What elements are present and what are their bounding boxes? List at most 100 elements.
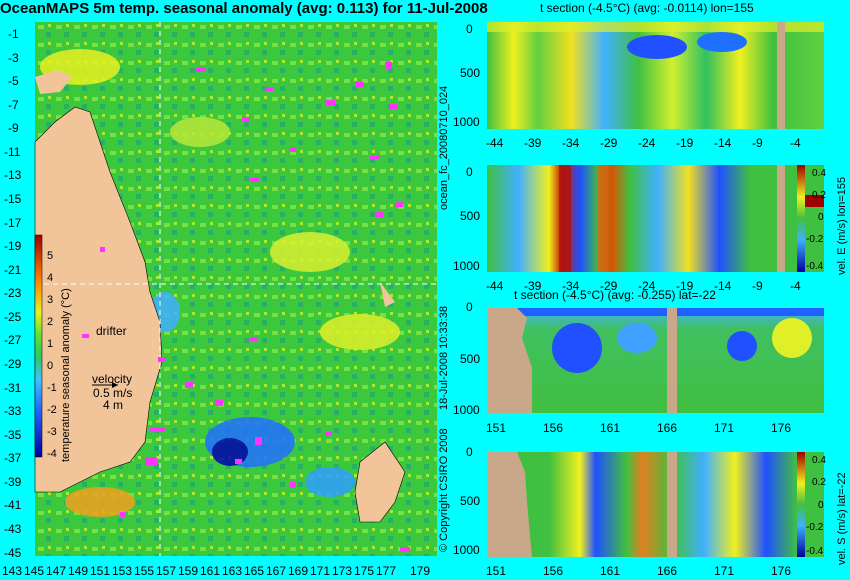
colorbar-tick: 4 (47, 272, 54, 284)
p2-ytick: 0 (466, 165, 473, 179)
p1-ytick: 1000 (453, 115, 480, 129)
p4-xtick: 151 (486, 564, 507, 578)
colorbar-tick: -4 (47, 448, 57, 460)
lat-label: -5 (8, 74, 19, 88)
p2-cbtick: 0.4 (812, 168, 826, 179)
map-panel: -1 -3 -5 -7 -9 -11 -13 -15 -17 -19 -21 -… (0, 22, 450, 562)
panel1-plot (487, 22, 824, 129)
lat-label: -33 (4, 404, 22, 418)
file-label: ocean_fc_20080710_024 (438, 85, 450, 210)
lon-label: 179 (410, 564, 431, 578)
map-canvas (34, 22, 437, 556)
p1-xtick: -24 (638, 136, 656, 150)
p1-xtick: -34 (562, 136, 580, 150)
lat-label: -35 (4, 428, 22, 442)
lon-label: 155 (134, 564, 155, 578)
panel4-colorbar (797, 452, 824, 557)
velocity-value: 0.5 m/s (93, 386, 133, 400)
velocity-arrow-head (112, 382, 118, 388)
p4-xtick: 176 (771, 564, 792, 578)
p2-xtick: -4 (790, 279, 801, 293)
lon-label: 157 (156, 564, 177, 578)
p4-xtick: 156 (543, 564, 564, 578)
p3-xtick: 161 (600, 421, 621, 435)
copyright-label: © Copyright CSIRO 2008 (438, 428, 450, 552)
velocity-label: velocity (92, 372, 133, 386)
colorbar-tick: 5 (47, 250, 54, 262)
lat-label: -21 (4, 263, 22, 277)
lon-label: 145 (24, 564, 45, 578)
p1-xtick: -29 (600, 136, 618, 150)
lat-label: -13 (4, 168, 22, 182)
timestamp-label: 18-Jul-2008 10:33:38 (438, 306, 450, 410)
panel2-colorbar (797, 165, 824, 272)
panel2-plot (487, 165, 797, 272)
lat-label: -17 (4, 216, 22, 230)
panel3-title: t section (-4.5°C) (avg: -0.255) lat=-22 (514, 288, 716, 302)
panel1-title: t section (-4.5°C) (avg: -0.0114) lon=15… (540, 1, 754, 15)
p2-xtick: -19 (676, 279, 694, 293)
lat-label: -1 (8, 27, 19, 41)
colorbar-tick: 3 (47, 294, 54, 306)
lon-label: 151 (90, 564, 111, 578)
p4-cbtick: -0.4 (806, 546, 824, 557)
lat-label: -3 (8, 51, 19, 65)
lon-label: 177 (376, 564, 397, 578)
p1-xtick: -39 (524, 136, 542, 150)
p4-xtick: 171 (714, 564, 735, 578)
p1-xtick: -9 (752, 136, 763, 150)
p1-xtick: -19 (676, 136, 694, 150)
p3-xtick: 156 (543, 421, 564, 435)
p4-cbtick: -0.2 (806, 522, 824, 533)
map-colorbar (34, 234, 43, 458)
p2-xtick: -14 (714, 279, 732, 293)
lon-label: 159 (178, 564, 199, 578)
map-title: OceanMAPS 5m temp. seasonal anomaly (avg… (0, 0, 488, 17)
p2-xtick: -29 (600, 279, 618, 293)
lat-label: -9 (8, 121, 19, 135)
p2-cbtick: -0.2 (806, 234, 824, 245)
lat-label: -43 (4, 522, 22, 536)
lat-label: -25 (4, 310, 22, 324)
p3-xtick: 166 (657, 421, 678, 435)
p4-xtick: 166 (657, 564, 678, 578)
p3-ytick: 1000 (453, 403, 480, 417)
p1-ytick: 500 (460, 66, 481, 80)
p2-xtick: -39 (524, 279, 542, 293)
p3-ytick: 0 (466, 300, 473, 314)
lat-label: -27 (4, 333, 22, 347)
p1-xtick: -44 (486, 136, 504, 150)
p1-xtick: -14 (714, 136, 732, 150)
p2-ytick: 500 (460, 209, 481, 223)
p3-ytick: 500 (460, 352, 481, 366)
lon-label: 149 (68, 564, 89, 578)
lon-label: 143 (2, 564, 23, 578)
lon-label: 169 (288, 564, 309, 578)
p4-colorbar-label: vel. S (m/s) lat=-22 (836, 472, 848, 565)
lon-label: 147 (46, 564, 67, 578)
p4-ytick: 0 (466, 445, 473, 459)
p2-xtick: -44 (486, 279, 504, 293)
p4-cbtick: 0.2 (812, 477, 826, 488)
lon-label: 161 (200, 564, 221, 578)
colorbar-label: temperature seasonal anomaly (°C) (60, 288, 72, 462)
p3-xtick: 176 (771, 421, 792, 435)
p1-ytick: 0 (466, 22, 473, 36)
p2-xtick: -34 (562, 279, 580, 293)
p2-ytick: 1000 (453, 259, 480, 273)
p4-cbtick: 0.4 (812, 455, 826, 466)
lat-label: -45 (4, 546, 22, 560)
p2-cbtick: -0.4 (806, 261, 824, 272)
drifter-markers (82, 62, 410, 552)
p4-cbtick: 0 (818, 500, 824, 511)
lon-label: 163 (222, 564, 243, 578)
lat-label: -19 (4, 239, 22, 253)
p2-xtick: -24 (638, 279, 656, 293)
lon-label: 173 (332, 564, 353, 578)
lat-label: -23 (4, 286, 22, 300)
p3-xtick: 151 (486, 421, 507, 435)
lon-label: 153 (112, 564, 133, 578)
lat-label: -15 (4, 192, 22, 206)
land-north (35, 70, 72, 94)
colorbar-tick: -2 (47, 404, 57, 416)
